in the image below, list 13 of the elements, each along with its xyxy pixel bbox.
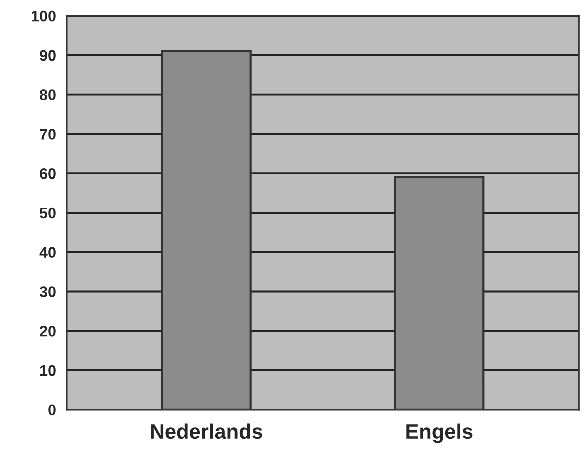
y-tick-label: 60 [40, 168, 56, 180]
y-tick-label: 90 [40, 50, 56, 62]
x-tick-label: Nederlands [151, 424, 262, 440]
y-tick-label: 70 [40, 129, 56, 140]
y-tick-label: 10 [40, 365, 56, 376]
y-tick-label: 30 [40, 286, 56, 298]
y-tick-label: 50 [40, 208, 56, 219]
y-tick-label: 40 [40, 247, 56, 258]
x-tick-label: Engels [406, 424, 473, 444]
y-tick-label: 100 [32, 10, 56, 22]
y-tick-label: 20 [40, 326, 56, 337]
y-tick-label: 0 [48, 404, 56, 416]
y-tick-label: 80 [40, 90, 56, 100]
